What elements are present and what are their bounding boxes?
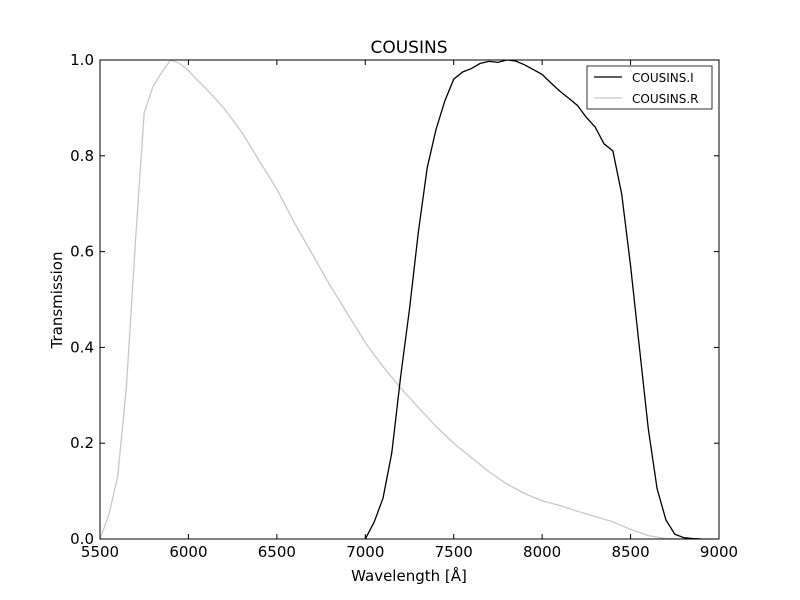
legend-box (586, 65, 713, 110)
x-tick-label: 7500 (435, 543, 473, 561)
series-line-cousins-r (99, 59, 719, 540)
x-tick-label: 8000 (523, 543, 561, 561)
y-tick-label: 0.4 (70, 338, 94, 356)
y-tick-label: 0.0 (70, 530, 94, 548)
x-tick-label: 6000 (169, 543, 207, 561)
x-tick-label: 7000 (346, 543, 384, 561)
x-axis-label: Wavelength [Å] (351, 566, 467, 585)
legend: COUSINS.I COUSINS.R (586, 65, 713, 110)
x-tick-label: 9000 (700, 543, 738, 561)
chart-title: COUSINS (370, 38, 447, 58)
series-line-cousins-i (364, 59, 702, 540)
x-tick-label: 6500 (258, 543, 296, 561)
x-axis-ticks: 5500 6000 6500 7000 7500 8000 8500 9000 (81, 60, 738, 561)
x-tick-label: 8500 (611, 543, 649, 561)
y-axis-label: Transmission (48, 252, 66, 350)
y-tick-label: 0.8 (70, 147, 94, 165)
y-tick-label: 1.0 (70, 51, 94, 69)
legend-label: COUSINS.R (632, 92, 699, 106)
plot-frame (99, 59, 720, 540)
plot-area (100, 60, 719, 539)
y-tick-label: 0.6 (70, 243, 94, 261)
legend-label: COUSINS.I (632, 71, 694, 85)
series-layer (99, 59, 719, 540)
x-tick-label: 5500 (81, 543, 119, 561)
y-tick-label: 0.2 (70, 434, 94, 452)
y-axis-ticks: 0.0 0.2 0.4 0.6 0.8 1.0 (70, 51, 719, 548)
